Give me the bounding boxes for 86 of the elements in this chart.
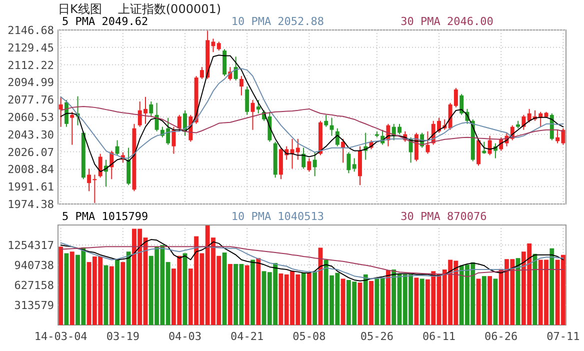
text: 5 PMA 2049.62 — [62, 15, 148, 28]
bar — [386, 270, 390, 325]
y-tick-label: 940738 — [14, 259, 54, 272]
bar — [482, 276, 486, 325]
chart-title: 日K线图 — [58, 2, 102, 16]
x-tick-label: 05-26 — [360, 330, 394, 343]
candlestick — [149, 100, 154, 117]
y-tick-label: 1254317 — [8, 239, 54, 252]
bar — [476, 278, 481, 325]
candlestick — [222, 48, 226, 77]
chart-subtitle: 上证指数(000001) — [118, 2, 222, 16]
x-tick-label: 03-19 — [106, 330, 140, 343]
bar — [358, 282, 362, 325]
bar — [550, 248, 554, 325]
bar — [420, 278, 424, 325]
bar — [126, 252, 131, 325]
candlestick — [307, 158, 312, 172]
y-tick-label: 2077.76 — [8, 94, 54, 107]
x-tick-label: 07-11 — [546, 330, 580, 343]
candlestick — [154, 102, 159, 132]
y-tick-label: 2060.53 — [8, 111, 54, 124]
x-tick-label: 14-03-04 — [34, 330, 88, 343]
x-tick-label: 04-21 — [230, 330, 264, 343]
text: 30 PMA 870076 — [400, 210, 487, 223]
bar — [109, 266, 114, 325]
candlestick — [522, 114, 526, 130]
candlestick — [256, 99, 260, 114]
y-tick-label: 2112.22 — [8, 58, 54, 72]
candlestick — [302, 147, 306, 170]
bar — [120, 262, 126, 325]
candlestick — [335, 128, 340, 147]
bar — [228, 264, 232, 325]
candlestick — [476, 138, 480, 166]
candlestick — [234, 56, 238, 81]
bar — [256, 258, 261, 325]
candlestick — [126, 147, 131, 186]
y-tick-label: 2043.30 — [8, 128, 54, 142]
bar — [340, 278, 346, 325]
candlestick — [488, 135, 492, 156]
candlestick — [58, 96, 63, 128]
y-tick-label: 627158 — [14, 279, 54, 292]
candlestick — [352, 158, 356, 172]
y-tick-label: 2026.07 — [8, 146, 54, 159]
text: 10 PMA 2052.88 — [231, 15, 324, 28]
bar — [64, 253, 69, 325]
candlestick — [239, 76, 244, 96]
y-tick-label: 2008.84 — [8, 163, 54, 176]
y-tick-label: 2094.99 — [8, 76, 54, 90]
text: 10 PMA 1040513 — [231, 210, 324, 223]
candlestick — [70, 111, 74, 146]
y-tick-label: 1974.38 — [8, 198, 54, 211]
bar — [363, 274, 368, 325]
candlestick — [346, 152, 351, 174]
y-tick-label: 313579 — [14, 299, 54, 312]
x-tick-label: 04-03 — [168, 330, 202, 343]
bar — [414, 278, 419, 325]
x-tick-label: 06-26 — [484, 330, 518, 343]
bar — [244, 265, 250, 325]
bar — [70, 252, 74, 325]
bar — [104, 265, 108, 325]
candlestick — [172, 126, 176, 154]
bar — [222, 252, 227, 325]
x-tick-label: 06-11 — [422, 330, 456, 343]
candlestick — [324, 114, 328, 128]
y-tick-label: 2129.45 — [8, 41, 54, 54]
text: 30 PMA 2046.00 — [400, 15, 494, 28]
bar — [312, 272, 318, 325]
candlestick — [245, 86, 250, 116]
candlestick — [98, 153, 102, 178]
y-tick-label: 1991.61 — [8, 180, 54, 194]
y-tick-label: 2146.68 — [8, 24, 54, 37]
bar — [369, 280, 374, 325]
bar — [488, 276, 492, 325]
bar — [58, 246, 64, 325]
bar — [493, 278, 498, 325]
candlestick — [177, 114, 182, 132]
bar — [301, 272, 306, 325]
candlestick — [296, 138, 300, 160]
bar — [306, 272, 312, 325]
candlestick — [426, 130, 430, 154]
x-tick-label: 05-08 — [292, 330, 326, 343]
bar — [250, 260, 255, 325]
candlestick — [312, 152, 317, 177]
bar — [115, 260, 120, 325]
series-label: 5 PMA 1015799 — [62, 210, 148, 223]
bar — [182, 253, 188, 325]
